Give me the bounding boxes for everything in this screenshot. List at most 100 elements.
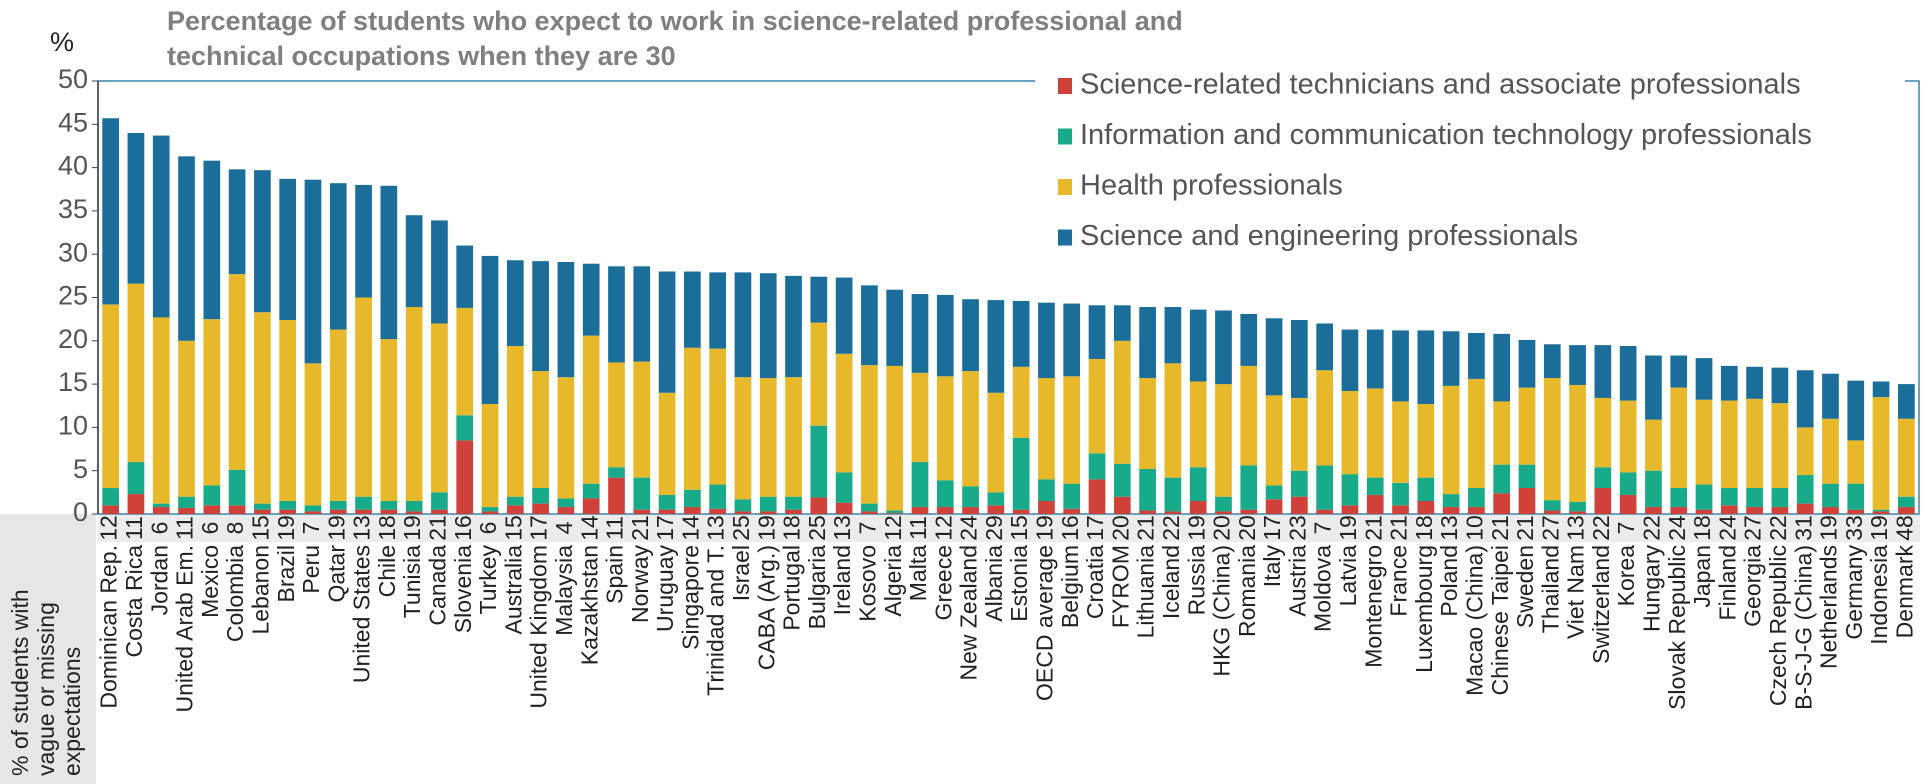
x-tick-label: Portugal [779,545,805,631]
row-value: 29 [981,515,1007,541]
bar-segment [1291,320,1308,398]
bar-segment [1670,355,1688,388]
row-value: 7 [1310,522,1336,535]
bar-segment [987,300,1005,393]
x-tick-label: Colombia [222,545,248,642]
bar-segment [1493,464,1511,494]
bar-segment [1189,501,1207,514]
bar-segment [481,511,499,514]
row-value: 24 [1714,515,1740,541]
bar-segment [1291,397,1308,471]
bar-segment [861,511,878,514]
bar-segment [1012,300,1030,367]
row-value: 16 [1057,515,1083,541]
bar-segment [1822,507,1839,514]
bar-segment [380,509,398,514]
row-value: 6 [146,522,172,535]
bar-segment [254,503,271,510]
row-value: 13 [1436,515,1462,541]
bar-segment [1240,465,1258,510]
bar-segment [1139,468,1156,511]
x-tick-label: Moldova [1310,545,1336,632]
bar-segment [1139,510,1156,514]
bar-segment [1796,370,1814,428]
bar-segment [810,425,828,498]
bar-segment [1518,488,1536,514]
bar-segment [1316,465,1333,510]
bar-segment [1366,388,1384,478]
x-tick-label: Uruguay [652,545,678,632]
bar-segment [633,361,651,478]
bar-segment [962,507,979,514]
row-value: 18 [374,515,400,541]
x-tick-label: Kazakhstan [576,545,602,665]
x-tick-label: Czech Republic [1765,545,1791,706]
bar-segment [936,294,954,377]
row-value: 4 [551,521,577,534]
x-tick-label: Luxembourg [1411,545,1437,673]
bar-segment [355,509,372,514]
legend-label: Information and communication technology… [1080,119,1812,151]
bar-segment [1113,305,1131,341]
bar-segment [532,371,549,489]
bar-segment [1898,507,1915,514]
bar-segment [1771,403,1789,489]
bar-segment [203,319,221,486]
bar-segment [861,365,878,504]
bar-segment [810,276,828,323]
bar-segment [962,299,979,372]
bar-segment [1113,496,1131,514]
bar-segment [506,345,524,497]
bar-segment [1012,509,1030,514]
bar-segment [1493,401,1511,465]
bar-segment [279,509,297,514]
bar-segment [886,289,904,366]
row-value: 27 [1740,515,1766,541]
bar-segment [1417,330,1435,405]
x-tick-label: Slovak Republic [1664,545,1690,710]
x-tick-label: Latvia [1335,545,1361,607]
bar-segment [1366,477,1384,495]
bar-segment [608,362,625,468]
row-value: 17 [526,515,552,541]
x-tick-label: Finland [1714,545,1740,620]
bar-segment [1392,482,1409,506]
x-tick-label: Denmark [1891,545,1917,639]
bar-segment [1417,477,1435,502]
bar-segment [329,501,347,510]
bar-segment [582,263,600,336]
bar-segment [456,245,474,308]
bar-segment [759,378,777,497]
bar-segment [1215,384,1232,497]
bar-segment [734,377,752,500]
bar-segment [481,507,499,512]
bar-segment [684,507,701,514]
row-value: 11 [905,516,931,540]
row-value: 24 [956,515,982,541]
bar-segment [1720,365,1738,401]
x-tick-label: United States [349,545,375,683]
legend-label: Science and engineering professionals [1080,220,1578,252]
row-value: 13 [349,515,375,541]
y-tick-label: 45 [58,107,88,137]
bar-segment [658,509,676,514]
bar-segment [228,505,246,514]
row-value: 14 [576,515,602,541]
bar-segment [178,507,195,514]
x-tick-label: Georgia [1740,545,1766,627]
x-tick-label: Japan [1689,545,1715,608]
x-tick-label: Peru [298,545,324,594]
bar-segment [127,462,145,495]
row-value: 21 [1487,515,1513,541]
row-value: 19 [1032,515,1058,541]
bar-segment [1240,365,1258,466]
legend-label: Health professionals [1080,170,1343,202]
bar-segment [608,477,625,514]
bar-segment [178,496,195,508]
bar-segment [178,156,195,341]
bar-segment [886,365,904,511]
bar-segment [1468,488,1485,508]
row-value: 12 [96,515,122,541]
bar-segment [127,283,145,463]
row-value: 14 [677,515,703,541]
